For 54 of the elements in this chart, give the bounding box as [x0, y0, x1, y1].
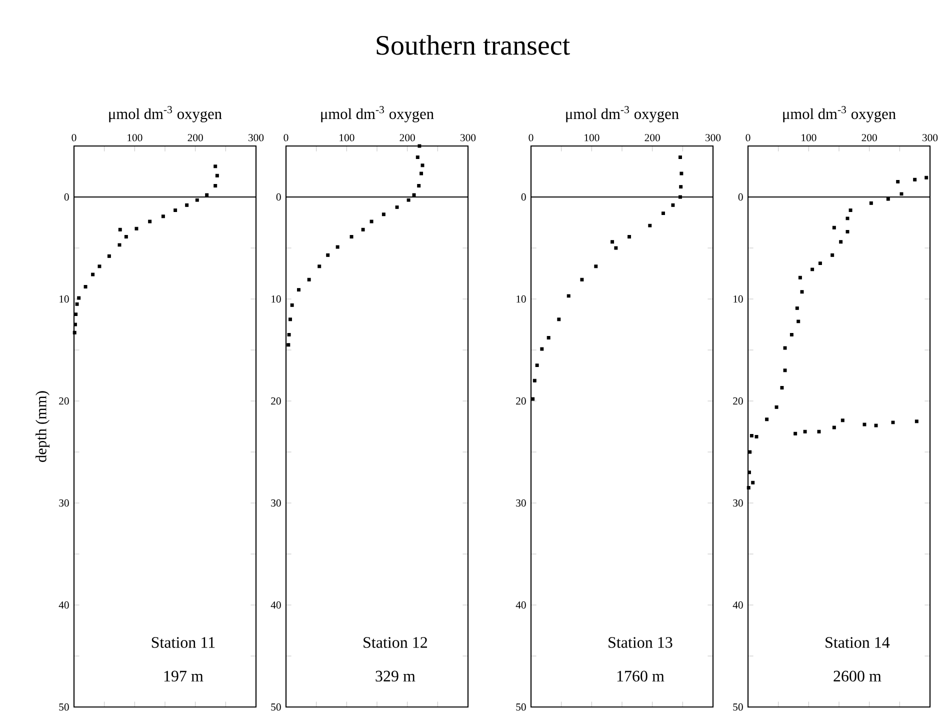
y-tick-label: 50 [59, 703, 69, 711]
x-tick-label: 100 [802, 134, 816, 142]
y-tick-label: 30 [733, 499, 743, 507]
y-tick-label: 10 [516, 295, 526, 303]
annotation: Station 14 [826, 637, 890, 648]
y-tick-label: 0 [738, 193, 743, 201]
annotation: 197 m [164, 670, 204, 682]
x-tick-label: 200 [400, 134, 415, 142]
y-tick-label: 40 [732, 601, 743, 609]
y-tick-label: 40 [516, 601, 526, 609]
x-axis-title: μmol dm$^{-3}$ oxygen [566, 106, 679, 122]
chart-title: Southern transect [376, 35, 570, 55]
x-tick-label: 0 [72, 134, 76, 142]
annotation: Station 13 [608, 637, 672, 648]
y-tick-label: 10 [734, 295, 743, 303]
x-tick-label: 300 [460, 134, 476, 142]
y-axis-title: depth (mm) [36, 391, 50, 462]
y-tick-label: 30 [59, 499, 69, 507]
x-tick-label: 0 [284, 134, 288, 142]
x-tick-label: 200 [644, 134, 660, 142]
y-tick-label: 20 [271, 397, 281, 405]
x-axis-title: μmol dm$^{-3}$ oxygen [109, 106, 222, 122]
annotation: 2600 m [834, 670, 882, 682]
y-tick-label: 20 [733, 397, 743, 405]
y-tick-label: 0 [276, 193, 281, 201]
y-tick-label: 40 [58, 601, 69, 609]
y-tick-label: 20 [516, 397, 526, 405]
annotation: Station 12 [364, 637, 427, 648]
x-tick-label: 0 [746, 134, 750, 142]
y-tick-label: 50 [733, 703, 743, 711]
x-tick-label: 300 [248, 134, 264, 142]
y-tick-label: 30 [271, 499, 281, 507]
x-tick-label: 100 [128, 134, 142, 142]
x-tick-label: 200 [188, 134, 203, 142]
y-tick-label: 0 [64, 193, 69, 201]
y-tick-label: 50 [271, 703, 281, 711]
annotation: 1760 m [617, 670, 664, 682]
x-tick-label: 100 [340, 134, 354, 142]
x-tick-label: 300 [922, 134, 938, 142]
x-axis-title: μmol dm$^{-3}$ oxygen [321, 106, 434, 122]
annotation: Station 11 [152, 637, 215, 648]
x-tick-label: 300 [706, 134, 721, 142]
y-tick-label: 40 [270, 601, 281, 609]
y-tick-label: 30 [516, 499, 526, 507]
x-tick-label: 0 [528, 134, 534, 142]
y-tick-label: 10 [60, 295, 69, 303]
annotation: 329 m [376, 670, 416, 682]
x-tick-label: 200 [862, 134, 877, 142]
x-axis-title: μmol dm$^{-3}$ oxygen [783, 106, 896, 122]
y-tick-label: 10 [272, 295, 281, 303]
y-tick-label: 0 [521, 193, 526, 201]
x-tick-label: 100 [584, 134, 600, 142]
y-tick-label: 50 [516, 703, 526, 711]
y-tick-label: 20 [59, 397, 69, 405]
